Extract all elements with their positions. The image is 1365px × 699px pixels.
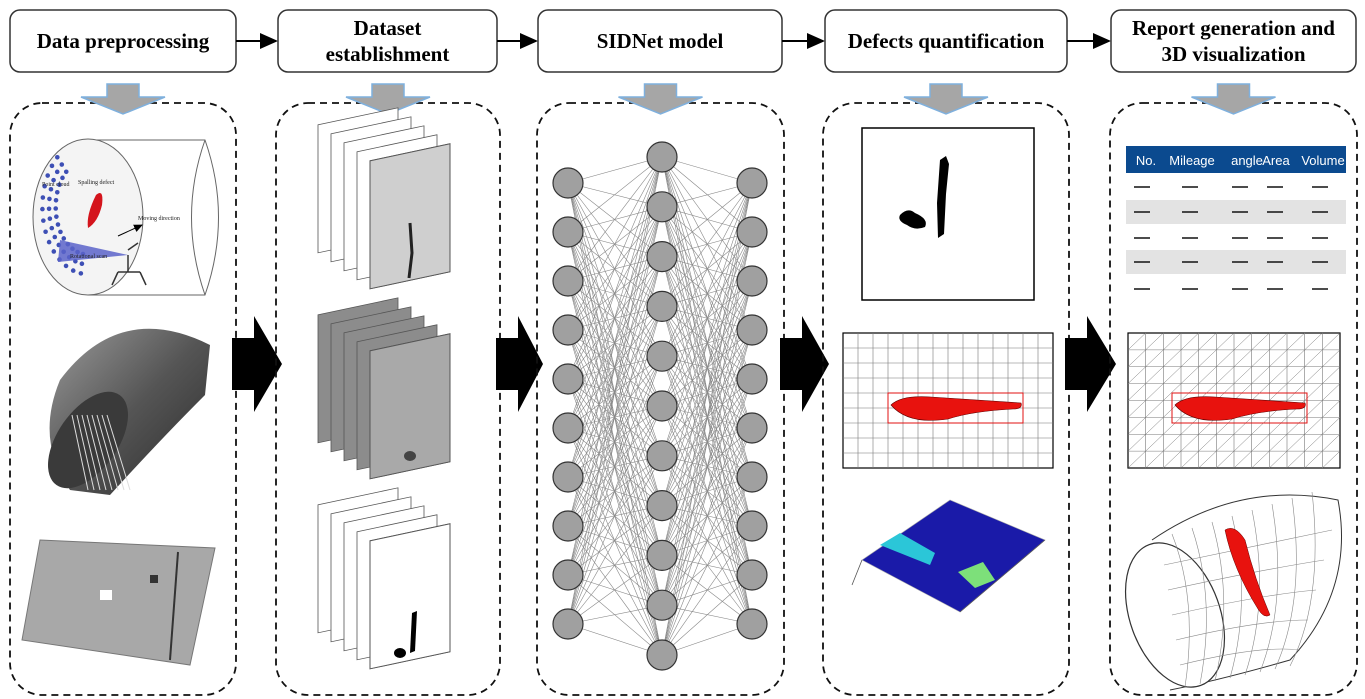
down-arrow [1192, 84, 1276, 114]
down-arrow [904, 84, 988, 114]
neuron [553, 168, 583, 198]
connection [568, 157, 662, 379]
neuron [647, 391, 677, 421]
surface-plot [862, 500, 1045, 612]
neuron [553, 413, 583, 443]
neuron [553, 217, 583, 247]
neuron [737, 168, 767, 198]
point-dot [40, 207, 45, 212]
neuron [737, 217, 767, 247]
neuron [737, 315, 767, 345]
stage-title: Report generation and [1132, 16, 1335, 40]
point-dot [41, 218, 46, 223]
connection [568, 575, 662, 655]
neuron [553, 560, 583, 590]
point-dot [59, 162, 64, 167]
neuron [647, 540, 677, 570]
neuron [737, 462, 767, 492]
stage-title: Dataset [354, 16, 422, 40]
big-arrow [780, 316, 829, 412]
point-dot [47, 197, 52, 202]
point-dot [58, 230, 63, 235]
down-arrow [346, 84, 430, 114]
neuron [737, 266, 767, 296]
point-dot [60, 176, 65, 181]
connection [568, 428, 662, 555]
neuron [553, 511, 583, 541]
point-dot [55, 190, 60, 195]
neuron [737, 560, 767, 590]
neuron [647, 341, 677, 371]
point-dot [51, 249, 56, 254]
defect [404, 451, 416, 461]
stage-title: 3D visualization [1161, 42, 1305, 66]
big-arrow [1065, 316, 1116, 412]
table-header-cell: No. [1136, 153, 1156, 168]
table-header-cell: Volume [1301, 153, 1344, 168]
neuron [553, 315, 583, 345]
scan-label: Rotational scan [70, 254, 107, 260]
neuron [647, 441, 677, 471]
point-dot [41, 195, 46, 200]
neuron [737, 364, 767, 394]
point-dot [43, 229, 48, 234]
big-arrow [496, 316, 543, 412]
point-dot [54, 198, 59, 203]
point-dot [48, 216, 53, 221]
neuron [553, 364, 583, 394]
neuron [647, 590, 677, 620]
point-dot [71, 268, 76, 273]
connection [662, 575, 752, 655]
point-dot [50, 164, 55, 169]
neuron [647, 640, 677, 670]
point-dot [47, 207, 52, 212]
neuron [737, 511, 767, 541]
connection [568, 379, 662, 506]
dataset-image [370, 524, 450, 669]
point-dot [53, 206, 58, 211]
point-dot [64, 169, 69, 174]
point-dot [80, 261, 85, 266]
table-header-cell: Area [1262, 153, 1290, 168]
scan-label: Moving direction [138, 216, 180, 222]
neuron [553, 609, 583, 639]
stage-title: Data preprocessing [37, 29, 210, 53]
point-dot [64, 264, 69, 269]
table-header-cell: angle [1231, 153, 1263, 168]
point-dot [55, 170, 60, 175]
point-dot [52, 235, 57, 240]
point-dot [79, 271, 84, 276]
big-arrow [232, 316, 282, 412]
neuron [553, 462, 583, 492]
mask-image [862, 128, 1034, 300]
neuron [737, 413, 767, 443]
point-dot [54, 214, 59, 219]
neuron [647, 491, 677, 521]
down-arrow [81, 84, 165, 114]
neuron [647, 192, 677, 222]
stage-title: establishment [326, 42, 450, 66]
neuron [737, 609, 767, 639]
neuron [647, 142, 677, 172]
plane-spot [150, 575, 158, 583]
neuron [553, 266, 583, 296]
neuron [647, 242, 677, 272]
point-dot [61, 236, 66, 241]
point-dot [45, 173, 50, 178]
point-dot [49, 226, 54, 231]
workflow-diagram: Data preprocessing Datasetestablishment SI… [0, 0, 1365, 699]
point-cloud-plane [22, 540, 215, 665]
neuron [647, 291, 677, 321]
stage-title: Defects quantification [848, 29, 1045, 53]
mask [394, 648, 406, 658]
plane-spot [100, 590, 112, 600]
down-arrow [619, 84, 703, 114]
scan-label: Point cloud [42, 182, 70, 188]
stage-title: SIDNet model [597, 29, 724, 53]
scan-label: Spalling defect [78, 179, 114, 186]
table-header-cell: Mileage [1169, 153, 1215, 168]
point-dot [55, 155, 60, 160]
point-dot [47, 240, 52, 245]
point-dot [56, 222, 61, 227]
